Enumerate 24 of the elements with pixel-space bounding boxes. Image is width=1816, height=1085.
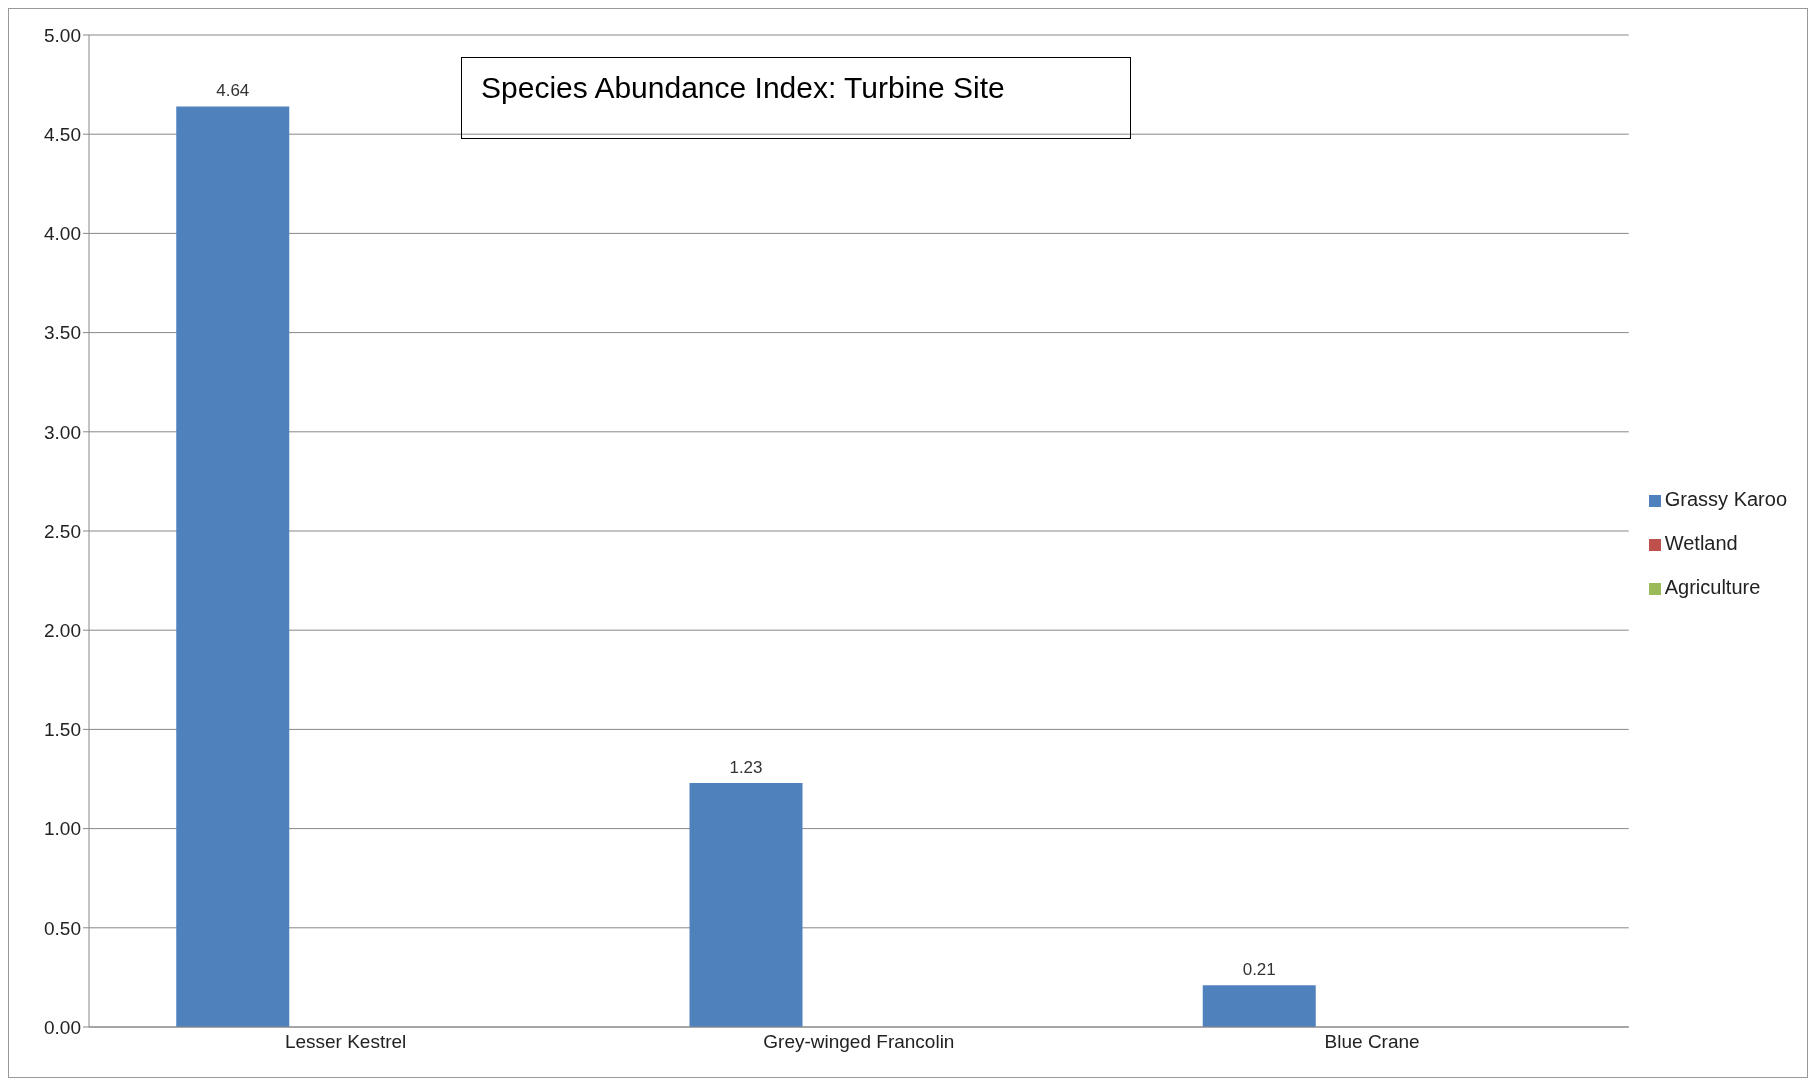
x-tick-label: Lesser Kestrel [284, 1031, 407, 1053]
y-tick-label: 5.00 [44, 24, 81, 46]
data-label: 0.21 [1242, 960, 1276, 980]
text: Species Abundance Index: Turbine Site [481, 71, 1005, 105]
y-tick-label: 3.00 [44, 421, 81, 443]
x-tick-label: Blue Crane [1324, 1031, 1420, 1053]
y-tick-label: 3.50 [44, 322, 81, 344]
y-tick-label: 0.00 [44, 1016, 81, 1038]
bar [1202, 985, 1316, 1027]
y-tick-label: 4.50 [44, 123, 81, 145]
legend-label: Agriculture [1664, 576, 1761, 598]
y-tick-label: 1.50 [44, 719, 81, 741]
legend-label: Grassy Karoo [1664, 488, 1787, 510]
bar [689, 782, 803, 1027]
bar [176, 106, 290, 1027]
y-tick-label: 1.00 [44, 818, 81, 840]
y-tick-label: 4.00 [44, 223, 81, 245]
data-label: 1.23 [729, 757, 763, 777]
legend-label: Wetland [1664, 532, 1738, 554]
data-label: 4.64 [216, 81, 250, 101]
x-tick-label: Grey-winged Francolin [763, 1031, 955, 1053]
y-tick-label: 2.50 [44, 520, 81, 542]
y-tick-label: 2.00 [44, 619, 81, 641]
y-tick-label: 0.50 [44, 917, 81, 939]
